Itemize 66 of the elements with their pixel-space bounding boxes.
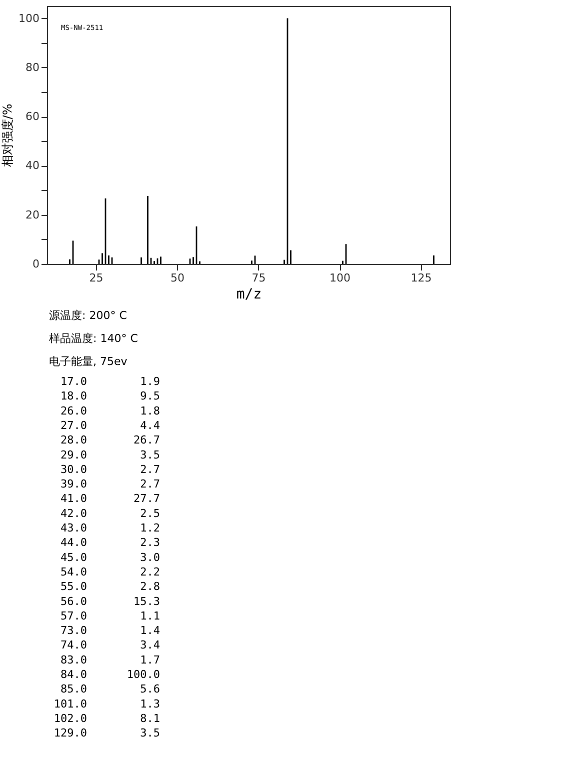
category-label: 73.0 — [60, 624, 87, 638]
data-label: 4.4 — [140, 418, 160, 432]
y-tick-label: 80 — [26, 60, 40, 74]
data-label: 2.7 — [140, 462, 160, 476]
category-label: 27.0 — [60, 418, 87, 432]
data-label: 1.7 — [140, 653, 160, 666]
category-label: 54.0 — [60, 565, 87, 578]
category-label: 84.0 — [60, 668, 87, 681]
x-tick-label: 25 — [89, 272, 104, 284]
category-label: 45.0 — [60, 550, 87, 564]
category-label: 56.0 — [60, 594, 87, 608]
category-label: 83.0 — [60, 653, 87, 666]
y-tick-label: 20 — [26, 208, 40, 222]
data-label: 5.6 — [140, 682, 160, 696]
data-label: 8.1 — [140, 712, 160, 725]
x-tick-label: 50 — [170, 272, 184, 284]
x-axis-title: m/z — [236, 286, 262, 302]
category-label: 55.0 — [60, 580, 87, 594]
data-label: 9.5 — [140, 390, 160, 403]
data-label: 2.7 — [140, 478, 160, 491]
text: 样品温度: 140° C — [49, 332, 138, 345]
text: 电子能量, 75ev — [49, 355, 128, 368]
category-label: 41.0 — [60, 492, 87, 506]
category-label: 129.0 — [54, 726, 87, 740]
data-label: 3.4 — [140, 638, 160, 652]
y-tick-label: 0 — [32, 258, 40, 270]
y-axis-title: 相对强度/% — [0, 104, 15, 168]
data-label: 1.4 — [140, 624, 160, 638]
category-label: 39.0 — [60, 478, 87, 491]
y-tick-label: 60 — [26, 110, 40, 124]
category-label: 29.0 — [60, 448, 87, 462]
data-label: 2.3 — [140, 536, 160, 550]
x-tick-label: 75 — [252, 272, 266, 284]
data-label: 1.9 — [140, 375, 160, 388]
data-label: 1.2 — [140, 522, 160, 534]
category-label: 44.0 — [60, 536, 87, 550]
category-label: 57.0 — [60, 609, 87, 622]
data-label: 2.8 — [140, 580, 160, 594]
category-label: 26.0 — [60, 404, 87, 418]
category-label: 42.0 — [60, 506, 87, 520]
category-label: 74.0 — [60, 638, 87, 652]
data-label: 3.0 — [140, 550, 160, 564]
data-label: 100.0 — [126, 668, 160, 681]
data-label: 1.1 — [140, 609, 160, 622]
data-label: 3.5 — [140, 726, 160, 740]
data-label: 27.7 — [134, 492, 160, 506]
text: 源温度: 200° C — [49, 309, 128, 322]
data-label: 1.3 — [140, 697, 160, 710]
category-label: 85.0 — [60, 682, 87, 696]
data-label: 26.7 — [134, 434, 160, 447]
y-tick-label: 100 — [18, 12, 40, 25]
category-label: 102.0 — [54, 712, 87, 725]
data-label: 3.5 — [140, 448, 160, 462]
category-label: 28.0 — [60, 434, 87, 447]
data-label: 2.5 — [140, 506, 160, 520]
category-label: 30.0 — [60, 462, 87, 476]
x-tick-label: 100 — [330, 272, 350, 284]
category-label: 101.0 — [54, 697, 87, 710]
x-tick-label: 125 — [410, 272, 432, 284]
data-label: 2.2 — [140, 565, 160, 578]
category-label: 18.0 — [60, 390, 87, 403]
category-label: 43.0 — [60, 522, 87, 534]
y-tick-label: 40 — [26, 159, 40, 172]
data-label: 15.3 — [134, 594, 160, 608]
category-label: 17.0 — [60, 375, 87, 388]
data-label: 1.8 — [140, 404, 160, 418]
